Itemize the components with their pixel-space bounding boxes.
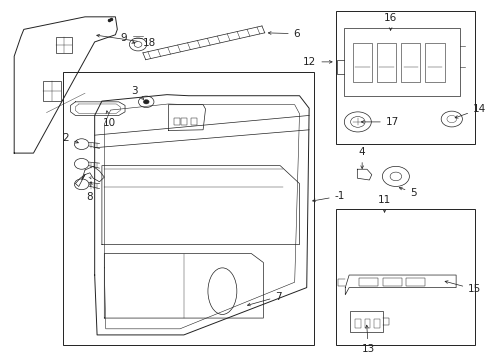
Text: 13: 13	[361, 325, 374, 354]
Bar	[174, 118, 180, 126]
Text: 4: 4	[358, 147, 365, 168]
Bar	[376, 43, 396, 82]
Bar	[352, 43, 371, 82]
Bar	[400, 43, 420, 82]
Text: 10: 10	[102, 111, 116, 128]
Bar	[335, 209, 474, 345]
Text: 2: 2	[62, 133, 78, 143]
Text: 3: 3	[131, 86, 143, 99]
Text: 7: 7	[247, 292, 282, 306]
Bar	[373, 319, 379, 328]
Bar	[344, 28, 459, 96]
Text: 17: 17	[361, 117, 398, 127]
Bar	[364, 319, 369, 328]
Circle shape	[143, 100, 149, 104]
Text: 11: 11	[377, 195, 390, 212]
Text: 8: 8	[86, 182, 93, 202]
Bar	[335, 12, 474, 144]
Text: 16: 16	[383, 13, 396, 30]
Bar	[358, 278, 377, 286]
Bar	[382, 278, 401, 286]
Text: 6: 6	[268, 29, 300, 39]
Bar	[405, 278, 424, 286]
Text: -1: -1	[312, 191, 345, 202]
Bar	[349, 311, 382, 332]
Bar	[63, 72, 313, 345]
Text: 15: 15	[444, 281, 481, 294]
Text: 12: 12	[303, 57, 331, 67]
Bar	[191, 118, 197, 126]
Bar	[425, 43, 444, 82]
Bar	[181, 118, 187, 126]
Text: 9: 9	[120, 33, 135, 43]
Bar	[354, 319, 360, 328]
Text: 18: 18	[97, 34, 156, 48]
Text: 5: 5	[398, 187, 416, 198]
Text: 14: 14	[454, 104, 485, 118]
